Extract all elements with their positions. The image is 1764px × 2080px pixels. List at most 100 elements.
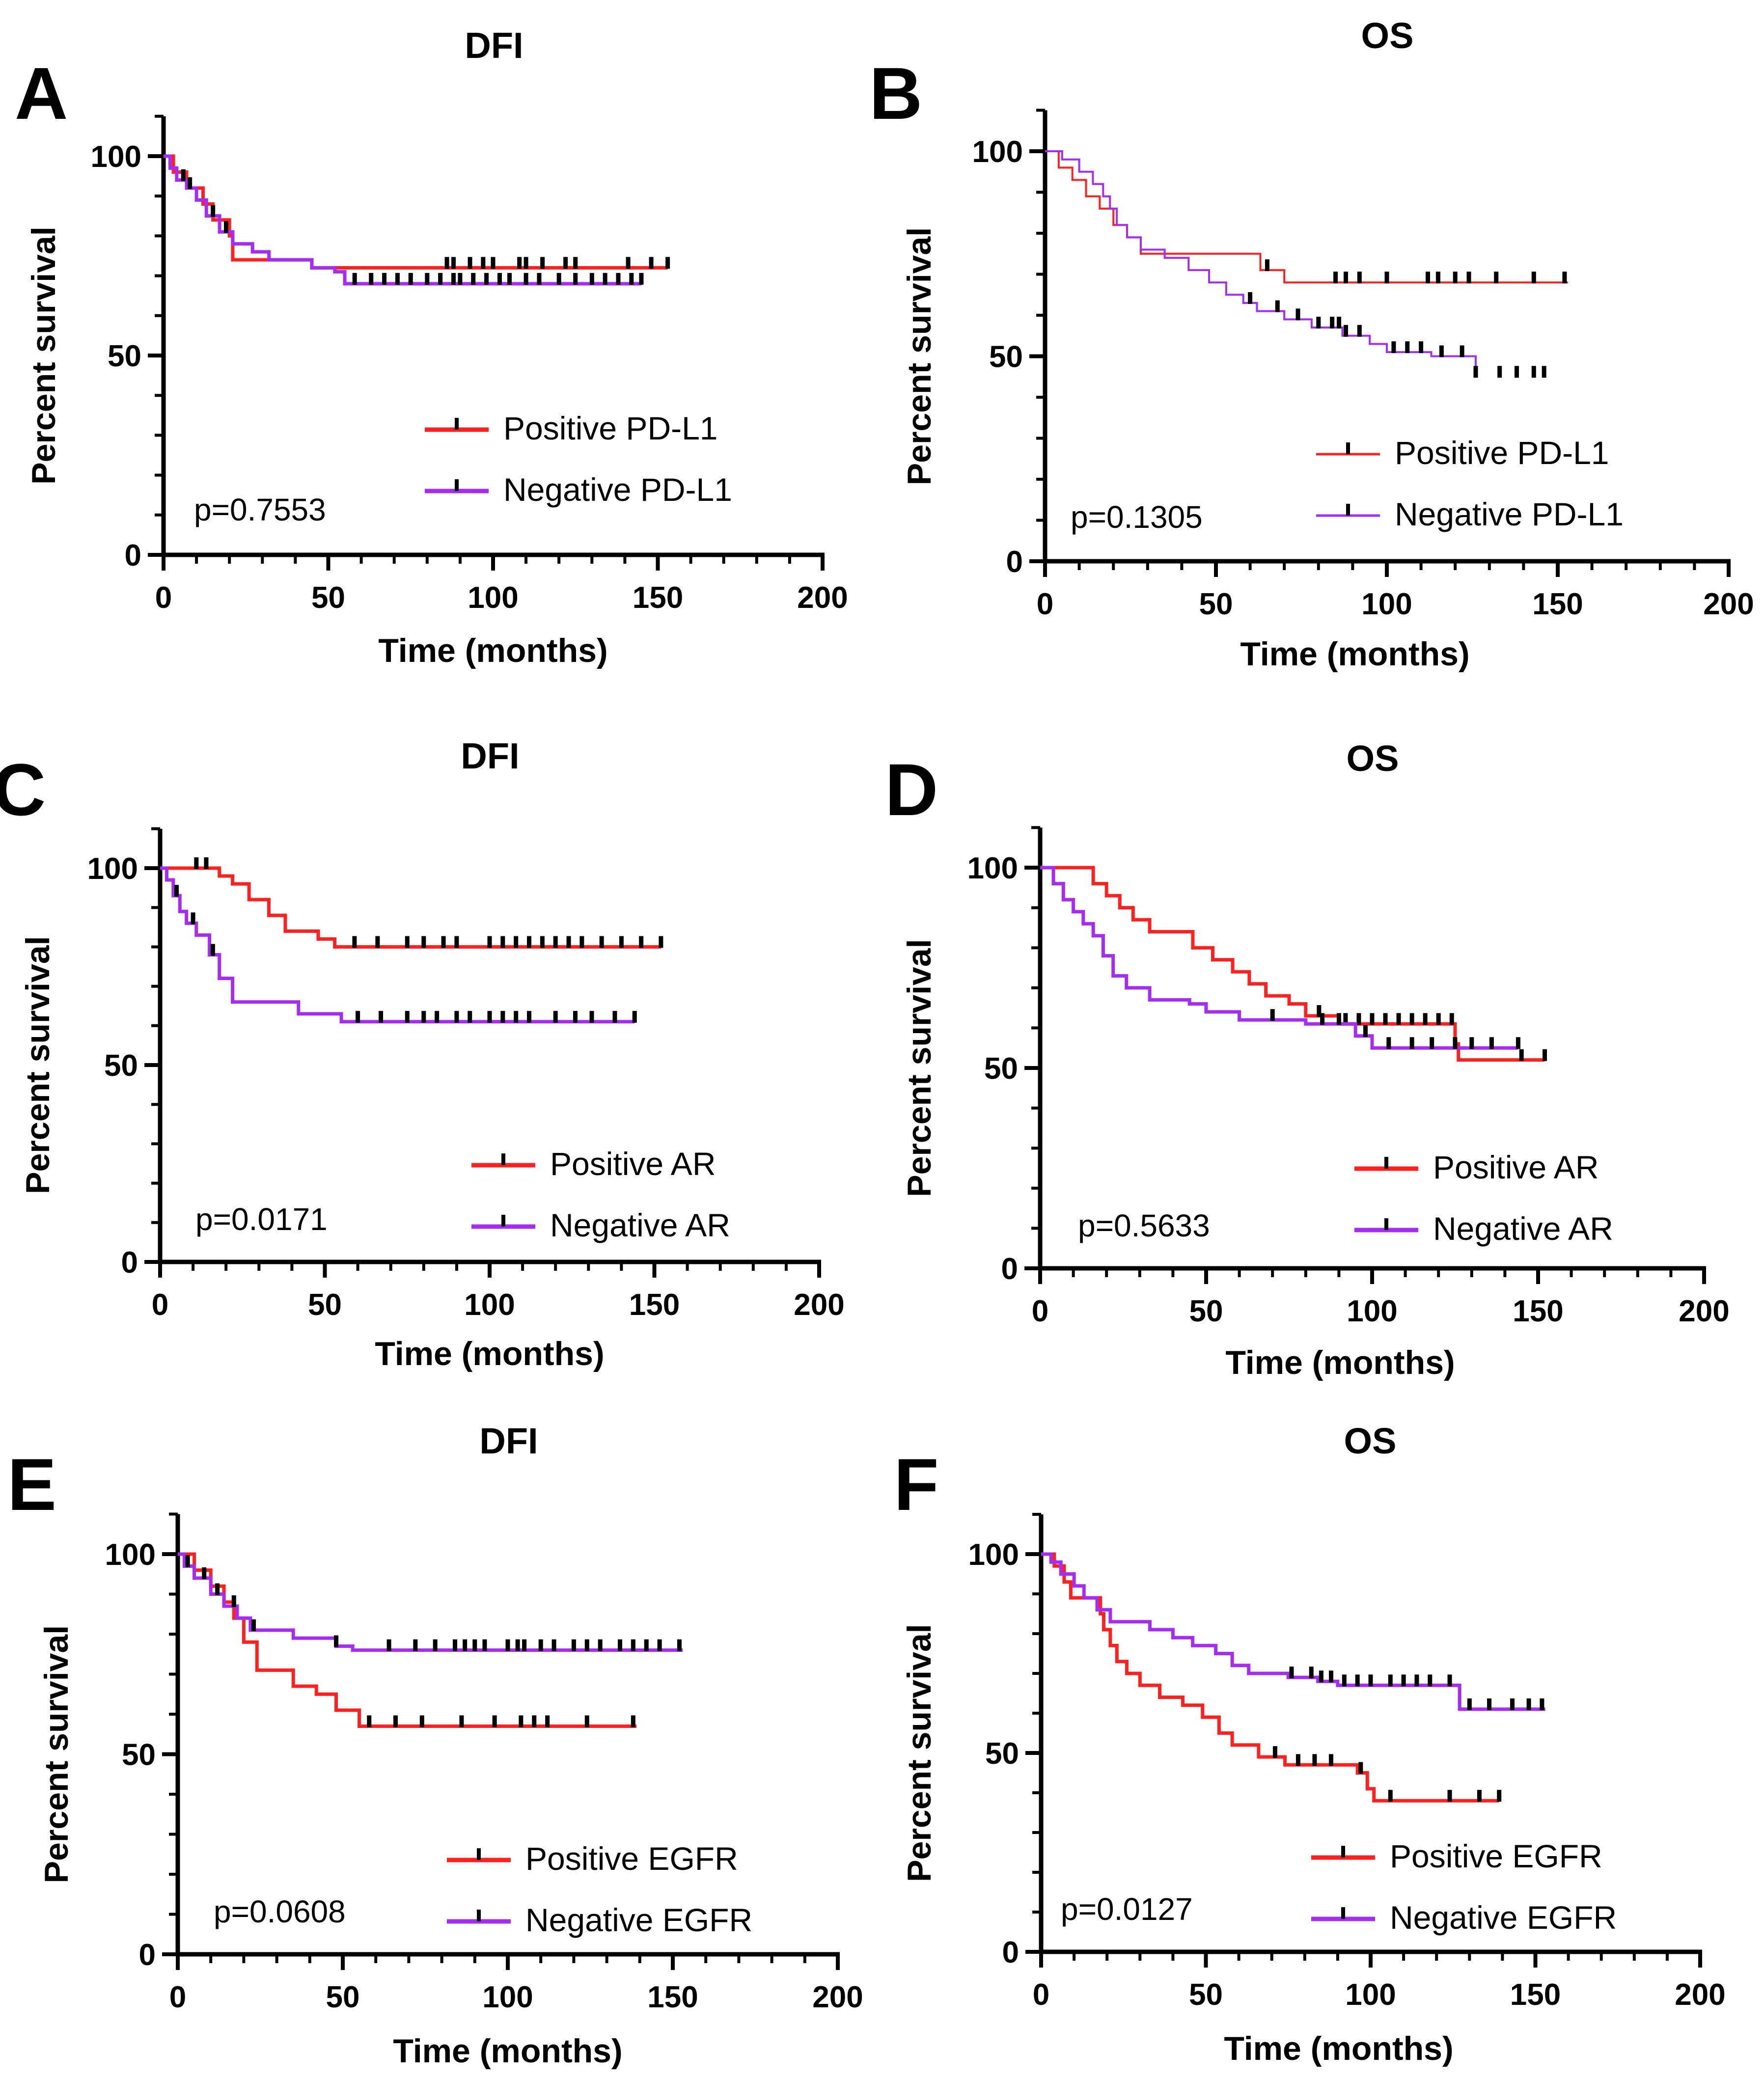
x-tick-label: 50 [311,581,345,615]
x-tick-label: 200 [1675,1978,1725,2012]
x-tick-label: 50 [326,1980,360,2014]
y-tick-label: 50 [108,339,141,373]
legend-label-negative: Negative EGFR [1390,1899,1617,1936]
y-tick-label: 0 [125,539,141,573]
y-axis-label: Percent survival [25,226,62,484]
legend-label-negative: Negative PD-L1 [503,471,732,508]
legend-label-positive: Positive PD-L1 [1395,435,1609,471]
panel-B: B OS 0 50 100 0 50 100 150 200 Time (months) Percen… [869,15,1754,673]
x-tick-label: 150 [633,581,683,615]
x-axis-label: Time (months) [375,1335,604,1372]
legend-label-negative: Negative EGFR [525,1902,752,1938]
survival-curve-negative [1041,1552,1545,1711]
chart-title: DFI [479,1421,538,1461]
y-tick-label: 50 [984,1052,1018,1086]
y-tick-label: 100 [968,1538,1019,1572]
chart-title: OS [1361,15,1414,56]
x-tick-label: 100 [468,581,518,615]
y-tick-label: 0 [139,1938,156,1972]
y-tick-label: 100 [972,135,1023,169]
panel-A: A DFI 0 50 100 0 50 100 150 200 Time (months) Perce… [15,25,848,669]
panel-label-E: E [7,1443,56,1526]
x-tick-label: 50 [308,1288,342,1322]
chart-title: OS [1347,738,1399,779]
legend-label-positive: Positive EGFR [525,1840,738,1877]
panel-F: F OS 0 50 100 0 50 100 150 200 Time (months) Percen… [894,1421,1726,2067]
y-tick-label: 50 [989,340,1023,374]
panel-label-F: F [894,1443,939,1526]
x-tick-label: 150 [647,1980,698,2014]
x-tick-label: 50 [1199,587,1233,621]
y-tick-label: 100 [91,140,141,174]
panel-label-D: D [885,748,938,831]
x-axis-label: Time (months) [393,2032,622,2070]
survival-curve-negative [160,866,635,1024]
x-tick-label: 50 [1189,1294,1223,1328]
y-tick-label: 50 [104,1049,138,1083]
y-tick-label: 50 [122,1738,156,1772]
y-tick-label: 100 [967,851,1018,885]
legend-label-positive: Positive PD-L1 [503,410,718,446]
legend-label-negative: Negative AR [1433,1210,1613,1247]
y-axis-label: Percent survival [901,939,938,1197]
x-axis-label: Time (months) [1224,2030,1453,2067]
y-tick-label: 0 [1001,1252,1018,1286]
legend-label-positive: Positive AR [550,1146,716,1182]
chart-title: OS [1344,1421,1397,1461]
x-tick-label: 0 [1032,1294,1048,1328]
x-tick-label: 50 [1189,1978,1223,2012]
panels-group: A DFI 0 50 100 0 50 100 150 200 Time (months) Perce… [0,15,1754,2070]
y-axis-label: Percent survival [38,1625,75,1883]
panel-D: D OS 0 50 100 0 50 100 150 200 Time (months) Percen… [885,738,1730,1381]
x-tick-label: 100 [482,1980,533,2014]
y-axis-label: Percent survival [901,227,938,485]
y-tick-label: 100 [87,852,138,886]
y-tick-label: 0 [121,1246,138,1280]
p-value: p=0.0127 [1061,1891,1193,1927]
panel-label-B: B [869,52,922,135]
y-tick-label: 50 [985,1737,1019,1771]
x-tick-label: 200 [812,1980,863,2014]
x-tick-label: 150 [1513,1294,1563,1328]
x-tick-label: 100 [1347,1294,1397,1328]
p-value: p=0.5633 [1078,1208,1210,1243]
panel-E: E DFI 0 50 100 0 50 100 150 200 Time (months) Perce… [7,1421,863,2070]
x-tick-label: 200 [797,581,848,615]
survival-curve-positive [1045,150,1568,284]
chart-title: DFI [465,25,523,66]
x-axis-label: Time (months) [1225,1344,1455,1381]
legend-label-positive: Positive EGFR [1390,1838,1602,1874]
panel-label-A: A [15,52,68,135]
x-tick-label: 0 [1037,587,1053,621]
survival-curve-positive [160,866,661,949]
x-tick-label: 100 [1361,587,1412,621]
x-tick-label: 150 [1532,587,1583,621]
p-value: p=0.1305 [1071,499,1203,535]
y-axis-label: Percent survival [19,936,56,1194]
x-axis-label: Time (months) [1240,635,1469,673]
x-tick-label: 0 [152,1288,168,1322]
panel-label-C: C [0,748,46,831]
x-tick-label: 0 [169,1980,186,2014]
x-tick-label: 200 [1703,587,1754,621]
legend-label-negative: Negative PD-L1 [1395,496,1624,532]
legend-label-positive: Positive AR [1433,1149,1599,1185]
survival-curve-negative [1045,150,1477,377]
panel-C: C DFI 0 50 100 0 50 100 150 200 Time (months) Perce… [0,736,845,1372]
x-tick-label: 200 [794,1288,844,1322]
x-tick-label: 100 [1345,1978,1396,2012]
x-axis-label: Time (months) [378,632,607,669]
y-tick-label: 100 [105,1538,156,1572]
x-tick-label: 0 [1033,1978,1049,2012]
x-tick-label: 150 [629,1288,680,1322]
p-value: p=0.0608 [214,1894,346,1929]
y-axis-label: Percent survival [901,1624,938,1882]
p-value: p=0.7553 [194,492,326,527]
x-tick-label: 100 [464,1288,515,1322]
chart-title: DFI [461,736,519,776]
legend-label-negative: Negative AR [550,1207,730,1243]
x-tick-label: 0 [155,581,172,615]
x-tick-label: 200 [1679,1294,1729,1328]
